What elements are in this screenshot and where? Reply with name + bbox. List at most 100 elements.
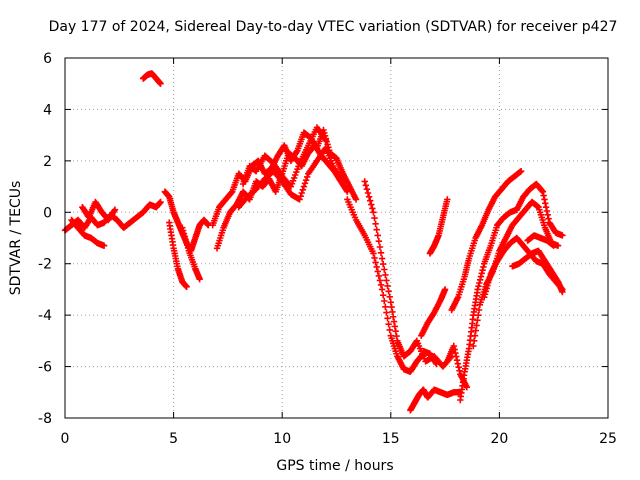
series-track-q (448, 167, 525, 314)
y-tick-label: 0 (43, 205, 52, 221)
x-axis-label: GPS time / hours (276, 458, 393, 474)
data-point-plus (463, 383, 471, 391)
data-point-plus (456, 367, 463, 374)
data-point-plus (364, 189, 372, 197)
series-track-r (457, 180, 566, 404)
data-point-plus (540, 192, 547, 199)
series-track-j (235, 144, 347, 211)
data-point-plus (111, 206, 119, 213)
data-point-plus (369, 205, 376, 212)
y-tick-label: -4 (38, 308, 52, 324)
data-point-plus (538, 187, 546, 194)
data-point-plus (517, 167, 525, 175)
data-point-plus (386, 293, 393, 301)
data-point-plus (450, 342, 457, 350)
data-points (61, 70, 566, 414)
y-tick-label: -2 (38, 257, 52, 273)
data-point-plus (387, 299, 394, 306)
data-point-plus (300, 183, 308, 190)
series-track-n (407, 386, 464, 414)
data-point-plus (470, 337, 478, 345)
data-point-plus (100, 242, 108, 249)
data-point-plus (370, 250, 377, 257)
data-point-plus (384, 282, 391, 290)
data-point-plus (368, 201, 375, 208)
x-tick-label: 0 (61, 431, 70, 447)
data-point-plus (479, 266, 486, 274)
data-point-plus (374, 268, 381, 275)
data-point-plus (471, 332, 479, 339)
data-point-plus (388, 303, 395, 311)
x-tick-label: 20 (490, 431, 508, 447)
data-point-plus (382, 303, 389, 310)
data-point-plus (453, 356, 461, 364)
data-point-plus (472, 327, 479, 334)
data-point-plus (363, 185, 371, 193)
data-point-plus (293, 148, 300, 156)
series-track-x (420, 347, 440, 368)
data-point-plus (110, 207, 118, 215)
data-point-plus (372, 220, 379, 228)
data-point-plus (550, 242, 557, 249)
data-point-plus (432, 359, 439, 366)
data-point-plus (392, 328, 399, 335)
data-point-plus (451, 346, 458, 353)
data-point-plus (339, 178, 347, 185)
data-point-plus (433, 360, 440, 368)
data-point-plus (157, 198, 164, 206)
data-point-plus (370, 209, 377, 216)
data-point-plus (391, 323, 399, 330)
data-point-plus (373, 263, 380, 271)
data-point-plus (298, 189, 305, 197)
y-tick-label: 6 (43, 51, 52, 67)
x-tick-label: 15 (382, 431, 400, 447)
series-track-t (480, 234, 566, 301)
series-track-g (179, 224, 203, 283)
y-tick-label: -6 (38, 360, 52, 376)
series-track-o (418, 286, 449, 339)
data-point-plus (475, 283, 482, 290)
series-track-d (139, 70, 164, 87)
data-point-plus (454, 360, 462, 367)
data-point-plus (299, 186, 307, 193)
data-point-plus (296, 196, 303, 203)
data-point-plus (444, 196, 451, 203)
series-track-c (79, 198, 119, 224)
series-track-l (344, 196, 427, 375)
grid-lines (65, 58, 608, 418)
x-tick-label: 25 (599, 431, 617, 447)
y-tick-label: -8 (38, 411, 52, 427)
data-point-plus (539, 188, 547, 195)
data-point-plus (373, 226, 380, 233)
data-point-plus (344, 188, 351, 195)
data-point-plus (384, 315, 391, 322)
data-point-plus (455, 364, 462, 371)
data-point-plus (372, 259, 379, 266)
data-point-plus (478, 270, 485, 277)
series-track-m (361, 178, 455, 370)
data-point-plus (545, 215, 552, 222)
data-point-plus (361, 178, 368, 185)
series-track-f (166, 219, 190, 291)
chart-title: Day 177 of 2024, Sidereal Day-to-day VTE… (49, 19, 618, 35)
data-point-plus (476, 279, 483, 287)
data-point-plus (371, 214, 378, 222)
data-point-plus (474, 286, 481, 293)
data-point-plus (541, 196, 548, 203)
data-point-plus (377, 281, 385, 289)
data-point-plus (542, 203, 550, 211)
data-point-plus (441, 286, 449, 293)
data-point-plus (543, 207, 551, 215)
data-point-plus (383, 277, 390, 284)
data-point-plus (366, 197, 374, 204)
data-point-plus (559, 288, 566, 296)
data-point-plus (375, 272, 383, 280)
data-point-plus (379, 260, 387, 268)
data-point-plus (378, 255, 386, 262)
series-track-k (239, 124, 329, 190)
series-track-v (524, 232, 557, 249)
data-point-plus (470, 342, 477, 350)
data-point-plus (378, 286, 386, 293)
data-point-plus (379, 292, 387, 299)
